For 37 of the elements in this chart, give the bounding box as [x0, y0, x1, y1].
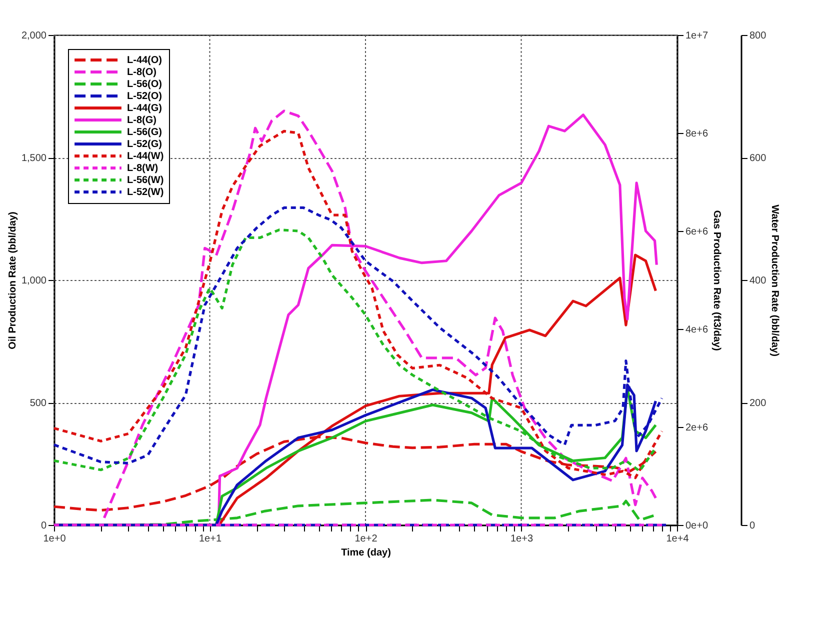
y3-tick-label: 200 [750, 398, 767, 409]
legend-label: L-44(G) [127, 103, 162, 114]
legend-label: L-8(W) [127, 163, 158, 174]
y2-tick-label: 6e+6 [686, 226, 708, 238]
legend-label: L-8(O) [127, 67, 156, 78]
legend-label: L-52(G) [127, 139, 162, 150]
y2-tick-label: 8e+6 [686, 128, 708, 140]
x-tick-label: 1e+0 [43, 534, 66, 544]
x-tick-label: 1e+4 [666, 534, 690, 544]
y2-tick-label: 0e+0 [686, 520, 708, 532]
legend-label: L-56(G) [127, 127, 162, 138]
y3-tick-label: 600 [750, 153, 767, 164]
y3-tick-label: 0 [750, 520, 756, 532]
y-tick-label: 2,000 [21, 30, 47, 42]
y2-tick-label: 1e+7 [686, 30, 708, 42]
y3-axis-title: Water Production Rate (bbl/day) [769, 204, 780, 356]
legend-label: L-44(O) [127, 55, 162, 66]
legend-label: L-56(O) [127, 79, 162, 90]
x-tick-label: 1e+2 [354, 534, 378, 544]
y-tick-label: 1,000 [21, 276, 47, 286]
y2-tick-label: 4e+6 [686, 324, 708, 336]
legend-label: L-8(G) [127, 115, 156, 126]
legend-label: L-52(O) [127, 91, 162, 102]
legend-label: L-44(W) [127, 151, 164, 162]
x-axis-title: Time (day) [341, 548, 391, 558]
y-axis-title: Oil Production Rate (bbl/day) [7, 212, 18, 350]
y-tick-label: 0 [40, 520, 47, 532]
y3-tick-label: 400 [750, 276, 767, 286]
x-tick-label: 1e+1 [198, 534, 222, 544]
y3-tick-label: 800 [750, 30, 767, 42]
y2-tick-label: 2e+6 [686, 422, 708, 434]
y-tick-label: 500 [30, 398, 47, 409]
y2-axis-title: Gas Production Rate (ft3/day) [711, 210, 722, 351]
x-tick-label: 1e+3 [510, 534, 534, 544]
legend-label: L-52(W) [127, 187, 164, 198]
legend-label: L-56(W) [127, 175, 164, 186]
y-tick-label: 1,500 [21, 153, 47, 164]
